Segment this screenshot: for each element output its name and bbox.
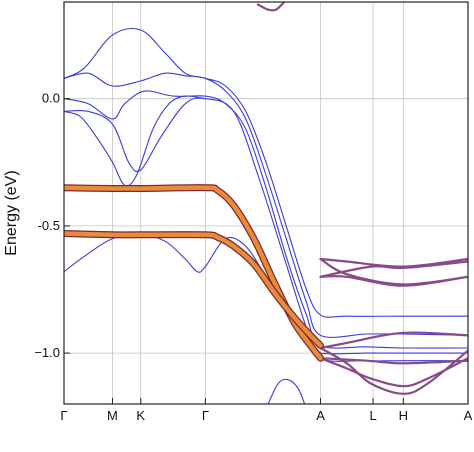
y-tick-label: -0.5: [38, 218, 60, 233]
x-tick-label: L: [369, 408, 376, 423]
band-line: [64, 72, 468, 338]
x-tick-label: K: [136, 408, 145, 423]
band-line: [267, 378, 306, 404]
band-line: [64, 234, 468, 355]
orbital-band-line: [64, 185, 323, 361]
band-line: [64, 95, 206, 187]
grid-lines: [63, 2, 469, 404]
x-tick-label: Γ: [60, 408, 67, 423]
mixed-band-line: [256, 2, 286, 12]
band-line: [64, 97, 468, 362]
y-axis-label: Energy (eV): [3, 170, 20, 255]
y-tick-label: 0.0: [42, 91, 60, 106]
mixed-band-line: [319, 331, 468, 350]
orbital-band-line: [64, 231, 323, 348]
x-tick-label: A: [316, 408, 325, 423]
axis-ticks: Γ M K Γ A L H A 0.0 -0.5 −1.0: [34, 91, 472, 423]
x-tick-label: M: [107, 408, 118, 423]
mixed-band-line: [319, 357, 468, 388]
mixed-band-line: [319, 257, 468, 268]
x-tick-label: A: [464, 408, 473, 423]
band-line: [64, 90, 468, 349]
band-group: [64, 2, 468, 404]
band-lines: [64, 2, 468, 404]
x-tick-label: Γ: [202, 408, 209, 423]
x-tick-label: H: [399, 408, 408, 423]
mixed-band-line: [319, 275, 468, 287]
plot-frame: [63, 1, 469, 405]
mixed-band-line: [319, 357, 468, 365]
mixed-band-line: [319, 260, 468, 278]
y-tick-label: −1.0: [34, 345, 60, 360]
band-line: [64, 28, 468, 318]
mixed-band-line: [319, 346, 468, 395]
